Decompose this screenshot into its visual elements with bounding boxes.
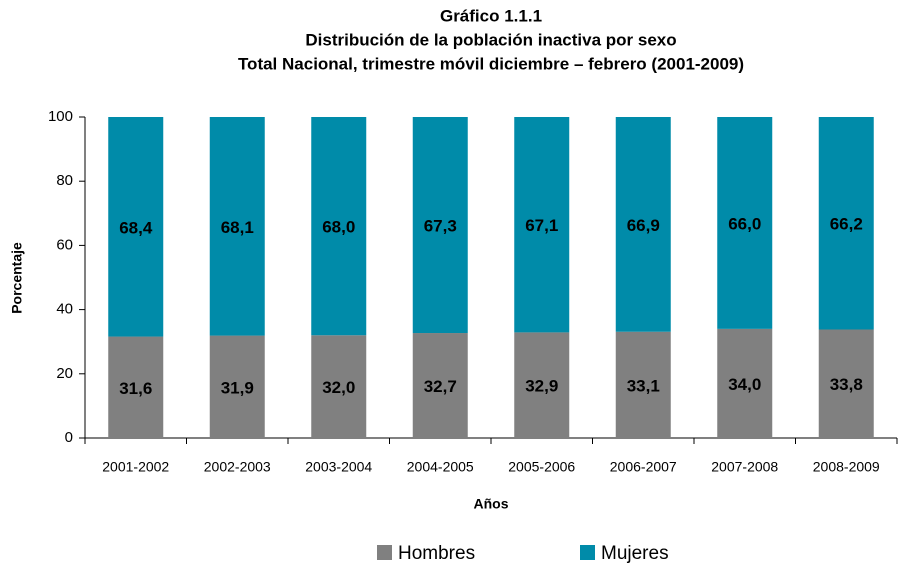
x-tick-label: 2003-2004 — [305, 459, 372, 475]
x-axis-label: Años — [474, 496, 509, 512]
data-label: 67,1 — [525, 216, 558, 235]
data-label: 68,1 — [221, 218, 254, 237]
bar-segment — [514, 117, 570, 333]
legend-label: Mujeres — [601, 543, 669, 564]
bar-segment — [311, 117, 367, 336]
data-label: 68,0 — [322, 218, 355, 237]
data-label: 66,2 — [830, 215, 863, 234]
y-tick-label: 40 — [56, 301, 73, 318]
bar-segment — [108, 336, 164, 438]
data-label: 66,9 — [627, 216, 660, 235]
y-tick-label: 80 — [56, 172, 73, 189]
y-axis-label: Porcentaje — [9, 242, 25, 314]
y-tick-label: 20 — [56, 365, 73, 382]
bar-segment — [311, 335, 367, 438]
data-label: 33,8 — [830, 375, 863, 394]
bar-segment — [209, 117, 265, 336]
x-tick-label: 2001-2002 — [102, 459, 169, 475]
x-tick-label: 2004-2005 — [407, 459, 474, 475]
chart-title: Distribución de la población inactiva po… — [305, 30, 676, 49]
data-label: 31,6 — [119, 379, 152, 398]
legend-label: Hombres — [398, 543, 475, 564]
data-label: 31,9 — [221, 378, 254, 397]
bar-segment — [615, 331, 671, 438]
data-label: 68,4 — [119, 218, 153, 237]
bar-segment — [615, 117, 671, 332]
bar-segment — [818, 117, 874, 330]
legend-swatch — [377, 545, 392, 560]
x-tick-label: 2002-2003 — [204, 459, 271, 475]
bar-segment — [514, 332, 570, 438]
y-tick-label: 100 — [48, 108, 73, 125]
y-tick-label: 0 — [65, 429, 73, 446]
y-tick-label: 60 — [56, 236, 73, 253]
bar-segment — [717, 117, 773, 329]
legend-swatch — [580, 545, 595, 560]
bar-segment — [717, 328, 773, 438]
x-tick-label: 2008-2009 — [813, 459, 880, 475]
bar-segment — [412, 333, 468, 438]
data-label: 34,0 — [728, 375, 761, 394]
data-label: 33,1 — [627, 376, 660, 395]
bar-segment — [209, 335, 265, 438]
data-label: 32,0 — [322, 378, 355, 397]
data-label: 67,3 — [424, 217, 457, 236]
x-tick-label: 2005-2006 — [508, 459, 575, 475]
x-tick-label: 2006-2007 — [610, 459, 677, 475]
x-tick-label: 2007-2008 — [711, 459, 778, 475]
bar-segment — [818, 329, 874, 438]
data-label: 32,9 — [525, 377, 558, 396]
chart-title: Total Nacional, trimestre móvil diciembr… — [238, 54, 744, 73]
data-label: 32,7 — [424, 377, 457, 396]
bar-segment — [108, 117, 164, 337]
chart-title: Gráfico 1.1.1 — [440, 6, 542, 25]
bar-segment — [412, 117, 468, 334]
data-label: 66,0 — [728, 214, 761, 233]
